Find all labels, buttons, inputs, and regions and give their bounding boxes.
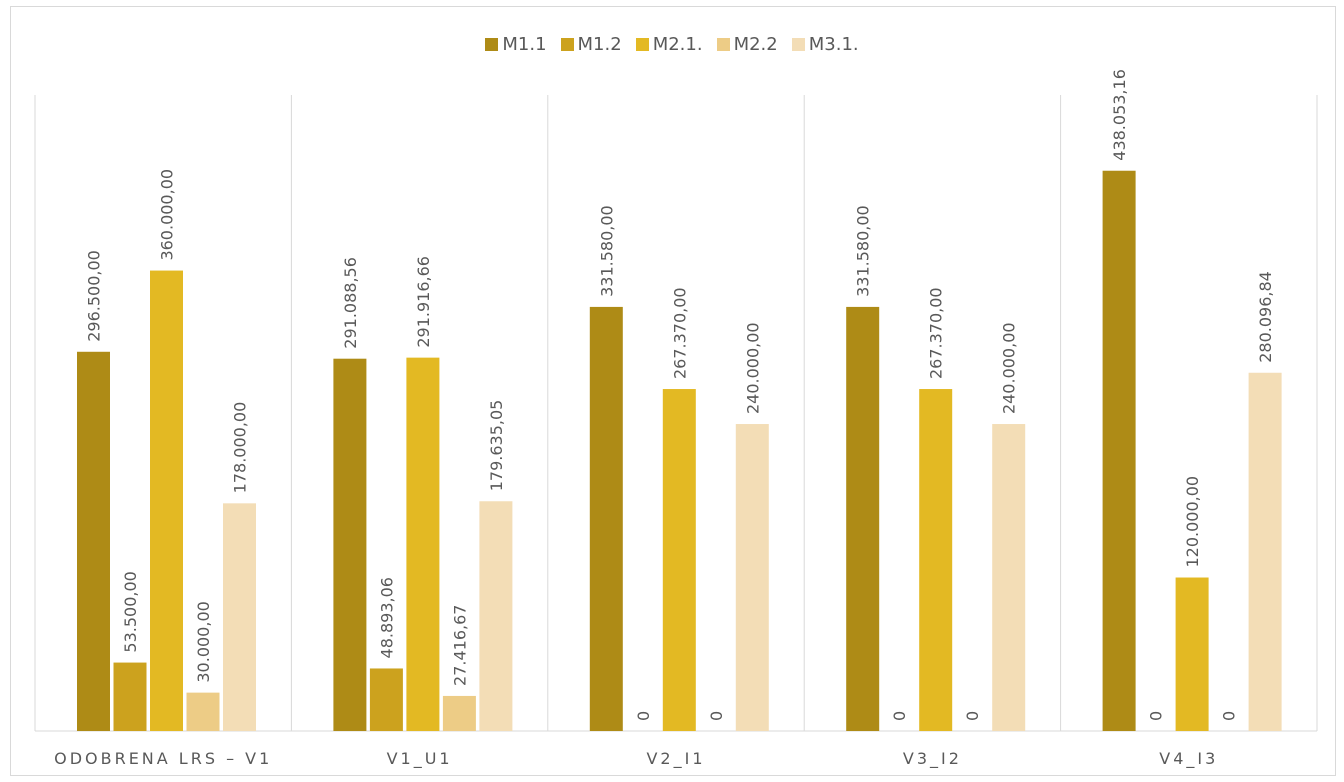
data-label: 120.000,00	[1183, 476, 1202, 568]
legend-label-m2-1: M2.1.	[652, 34, 703, 55]
legend-item-m1-1: M1.1	[485, 34, 547, 55]
bar	[735, 424, 769, 731]
data-label: 179.635,05	[487, 400, 506, 492]
data-label: 178.000,00	[231, 402, 250, 494]
data-label: 27.416,67	[450, 604, 469, 685]
bar	[333, 358, 367, 731]
legend-item-m2-1: M2.1.	[635, 34, 703, 55]
x-tick-label: V3_I2	[903, 749, 962, 769]
data-label: 438.053,16	[1110, 69, 1129, 161]
bar	[992, 424, 1026, 731]
legend-label-m3-1: M3.1.	[808, 34, 859, 55]
data-label: 331.580,00	[597, 205, 616, 297]
bar	[1248, 372, 1282, 731]
data-label: 296.500,00	[85, 250, 104, 342]
bar	[186, 692, 220, 731]
bar	[113, 662, 147, 731]
bar	[589, 306, 623, 731]
data-label: 267.370,00	[670, 287, 689, 379]
data-label: 291.088,56	[341, 257, 360, 349]
x-tick-label: V1_U1	[387, 749, 453, 769]
data-label: 0	[634, 711, 653, 721]
data-label: 360.000,00	[158, 169, 177, 261]
bar	[150, 270, 183, 731]
bar	[1175, 577, 1209, 731]
legend-swatch-m1-1	[485, 38, 499, 51]
bar	[1102, 170, 1136, 732]
data-label: 30.000,00	[194, 601, 213, 682]
data-label: 53.500,00	[121, 571, 140, 652]
data-label: 0	[1220, 711, 1239, 721]
data-label: 267.370,00	[927, 287, 946, 379]
bar	[369, 668, 403, 731]
data-label: 280.096,84	[1256, 271, 1275, 363]
legend-swatch-m3-1	[791, 38, 805, 51]
legend-label-m1-2: M1.2	[577, 34, 622, 55]
bar	[77, 351, 110, 731]
x-tick-label: V2_I1	[646, 749, 705, 769]
data-label: 0	[963, 711, 982, 721]
bar	[846, 306, 880, 731]
data-label: 291.916,66	[414, 256, 433, 348]
data-label: 240.000,00	[743, 322, 762, 414]
x-tick-label: ODOBRENA LRS – V1	[54, 749, 272, 768]
bar	[662, 389, 696, 731]
legend-label-m1-1: M1.1	[502, 34, 547, 55]
data-label: 0	[1147, 711, 1166, 721]
data-label: 48.893,06	[377, 577, 396, 658]
bar	[406, 357, 440, 731]
bar	[442, 695, 476, 731]
legend-swatch-m1-2	[560, 38, 574, 51]
data-label: 0	[707, 711, 726, 721]
bar	[479, 501, 513, 731]
legend-item-m3-1: M3.1.	[791, 34, 859, 55]
data-label: 331.580,00	[854, 205, 873, 297]
bar	[223, 503, 256, 731]
data-label: 0	[890, 711, 909, 721]
legend-swatch-m2-2	[716, 38, 730, 51]
legend-item-m2-2: M2.2	[716, 34, 778, 55]
chart-legend: M1.1 M1.2 M2.1. M2.2 M3.1.	[0, 34, 1344, 55]
legend-swatch-m2-1	[635, 38, 649, 51]
data-label: 240.000,00	[1000, 322, 1019, 414]
x-tick-label: V4_I3	[1159, 749, 1218, 769]
bar	[919, 389, 953, 731]
legend-item-m1-2: M1.2	[560, 34, 622, 55]
legend-label-m2-2: M2.2	[733, 34, 778, 55]
